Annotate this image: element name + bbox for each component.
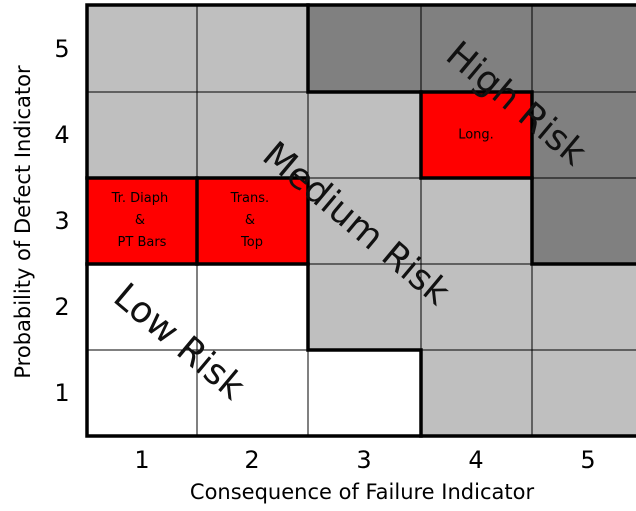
cell: [308, 264, 421, 350]
cell-label: Trans. & Top: [230, 191, 274, 250]
y-tick-label: 4: [54, 121, 69, 149]
x-tick-label: 1: [134, 446, 149, 474]
cell: [87, 178, 197, 264]
cell: [532, 92, 636, 178]
cell: [197, 350, 308, 436]
x-tick-label: 3: [356, 446, 371, 474]
cell: [197, 92, 308, 178]
cell-label-line: &: [245, 213, 255, 228]
cells: [87, 5, 636, 436]
cell: [532, 350, 636, 436]
outer-border: [85, 3, 636, 438]
x-tick-label: 5: [580, 446, 595, 474]
y-axis-title: Probability of Defect Indicator: [11, 65, 35, 379]
x-ticks: 1 2 3 4 5: [134, 446, 595, 474]
medium-high-border: [306, 3, 636, 266]
cell: [197, 264, 308, 350]
cell: [421, 178, 532, 264]
cell: [87, 92, 197, 178]
cell: [197, 5, 308, 92]
cell: [87, 350, 197, 436]
y-tick-label: 1: [54, 379, 69, 407]
low-medium-border: [306, 262, 423, 438]
cell: [421, 92, 532, 178]
cell: [532, 5, 636, 92]
cell: [308, 5, 421, 92]
y-tick-label: 3: [54, 207, 69, 235]
cell: [421, 5, 532, 92]
cell: [197, 178, 308, 264]
cell-label-line: PT Bars: [118, 235, 167, 250]
cell: [532, 264, 636, 350]
cell: [532, 178, 636, 264]
cell: [421, 350, 532, 436]
y-tick-label: 5: [54, 35, 69, 63]
cell: [308, 92, 421, 178]
x-axis-title: Consequence of Failure Indicator: [190, 480, 535, 504]
cell-label-line: &: [135, 213, 145, 228]
x-tick-label: 4: [468, 446, 483, 474]
cell: [87, 5, 197, 92]
cell: [87, 264, 197, 350]
cell-label: Long.: [458, 128, 494, 143]
cell-label-line: Tr. Diaph: [111, 191, 169, 206]
cell-label-line: Top: [240, 235, 263, 250]
red-cell-border: [419, 90, 534, 180]
cell-labels: Tr. Diaph & PT Bars Trans. & Top Long.: [111, 128, 494, 250]
x-tick-label: 2: [244, 446, 259, 474]
y-ticks: 5 4 3 2 1: [54, 35, 69, 407]
cell: [308, 350, 421, 436]
y-tick-label: 2: [54, 293, 69, 321]
borders: [85, 3, 636, 438]
cell: [421, 264, 532, 350]
cell: [308, 178, 421, 264]
cell-label: Tr. Diaph & PT Bars: [111, 191, 173, 250]
cell-label-line: Trans.: [230, 191, 270, 206]
